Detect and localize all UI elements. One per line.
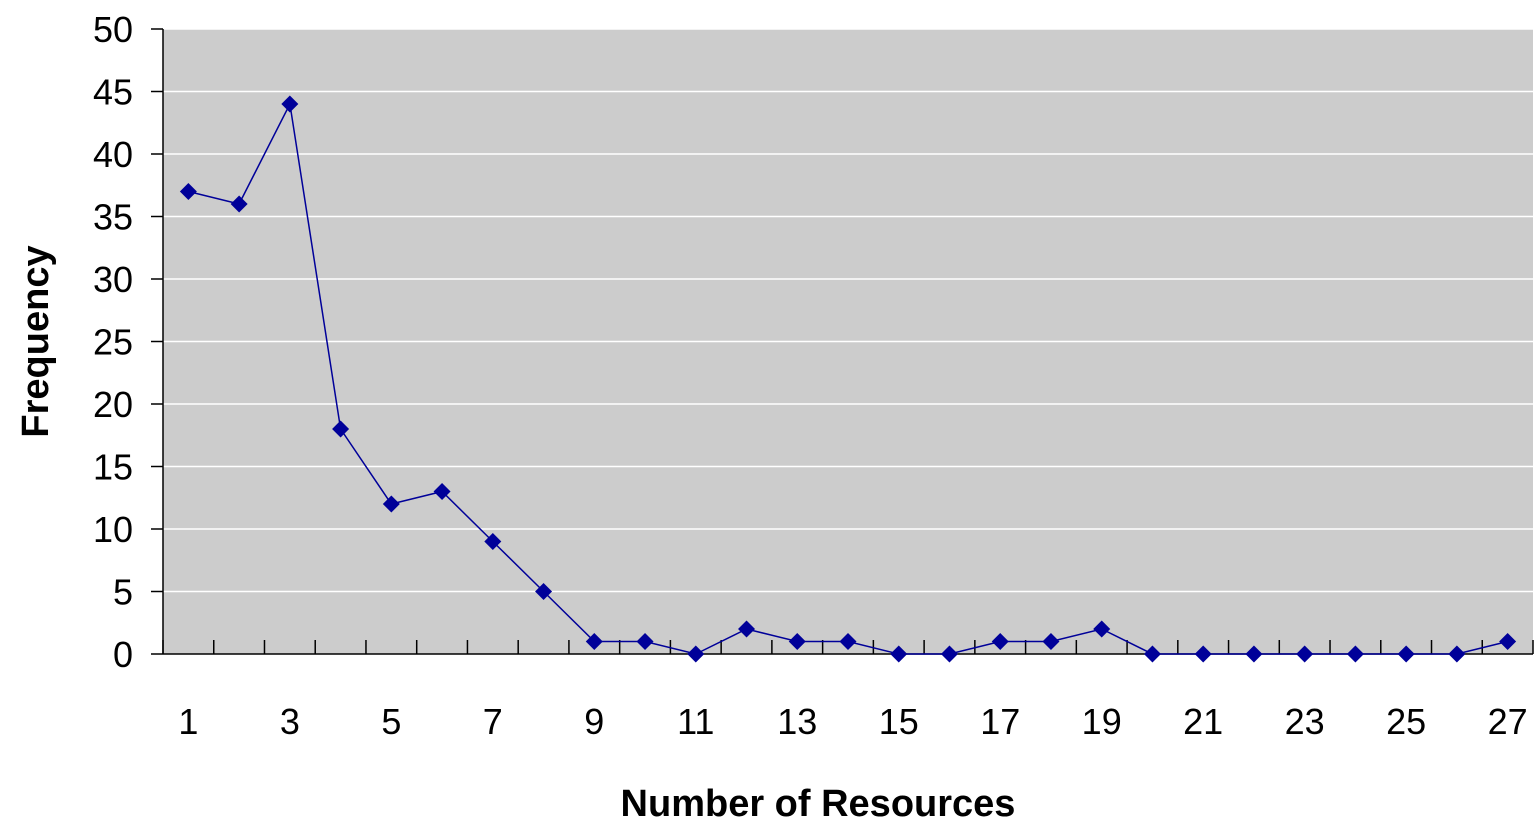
data-point bbox=[839, 633, 857, 650]
x-tick-label: 19 bbox=[1082, 701, 1122, 742]
data-point bbox=[788, 633, 806, 650]
data-point bbox=[687, 645, 705, 663]
y-tick-label: 45 bbox=[93, 72, 133, 113]
data-point bbox=[636, 633, 654, 650]
data-point bbox=[1245, 645, 1263, 663]
x-tick-label: 7 bbox=[483, 701, 503, 742]
y-tick-label: 50 bbox=[93, 9, 133, 50]
data-point bbox=[1346, 645, 1364, 663]
y-axis-title: Frequency bbox=[15, 245, 57, 437]
data-point bbox=[1194, 645, 1212, 663]
data-point bbox=[535, 583, 553, 600]
data-point bbox=[1296, 645, 1314, 663]
y-tick-label: 30 bbox=[93, 259, 133, 300]
y-tick-label: 15 bbox=[93, 447, 133, 488]
data-point bbox=[1397, 645, 1415, 663]
x-tick-label: 15 bbox=[879, 701, 919, 742]
x-tick-label: 21 bbox=[1183, 701, 1223, 742]
data-point bbox=[585, 633, 603, 650]
x-tick-label: 17 bbox=[980, 701, 1020, 742]
data-point bbox=[738, 620, 756, 638]
data-point bbox=[1448, 645, 1466, 663]
data-point bbox=[1143, 645, 1161, 663]
data-point bbox=[1093, 620, 1111, 638]
y-tick-label: 5 bbox=[113, 572, 133, 613]
data-point bbox=[1499, 633, 1517, 650]
y-tick-label: 35 bbox=[93, 197, 133, 238]
data-point bbox=[1042, 633, 1060, 650]
data-point bbox=[332, 420, 350, 438]
y-tick-label: 20 bbox=[93, 384, 133, 425]
data-point bbox=[991, 633, 1009, 650]
data-point bbox=[382, 495, 400, 513]
y-tick-label: 10 bbox=[93, 509, 133, 550]
data-point bbox=[940, 645, 958, 663]
gridlines bbox=[163, 28, 1533, 593]
x-tick-label: 25 bbox=[1386, 701, 1426, 742]
data-point bbox=[281, 95, 299, 113]
x-tick-label: 27 bbox=[1488, 701, 1528, 742]
y-tick-label: 25 bbox=[93, 322, 133, 363]
data-point bbox=[179, 183, 197, 200]
y-tick-label: 0 bbox=[113, 634, 133, 675]
x-tick-label: 1 bbox=[178, 701, 198, 742]
x-axis-title: Number of Resources bbox=[621, 783, 1016, 825]
x-tick-label: 23 bbox=[1285, 701, 1325, 742]
data-point bbox=[484, 533, 502, 550]
x-tick-label: 11 bbox=[677, 701, 714, 742]
x-tick-label: 13 bbox=[777, 701, 817, 742]
y-tick-label: 40 bbox=[93, 134, 133, 175]
x-tick-label: 9 bbox=[584, 701, 604, 742]
data-point bbox=[230, 195, 248, 213]
data-point bbox=[433, 483, 451, 500]
series bbox=[179, 95, 1517, 663]
data-point bbox=[890, 645, 908, 663]
x-tick-label: 3 bbox=[280, 701, 300, 742]
x-tick-label: 5 bbox=[381, 701, 401, 742]
